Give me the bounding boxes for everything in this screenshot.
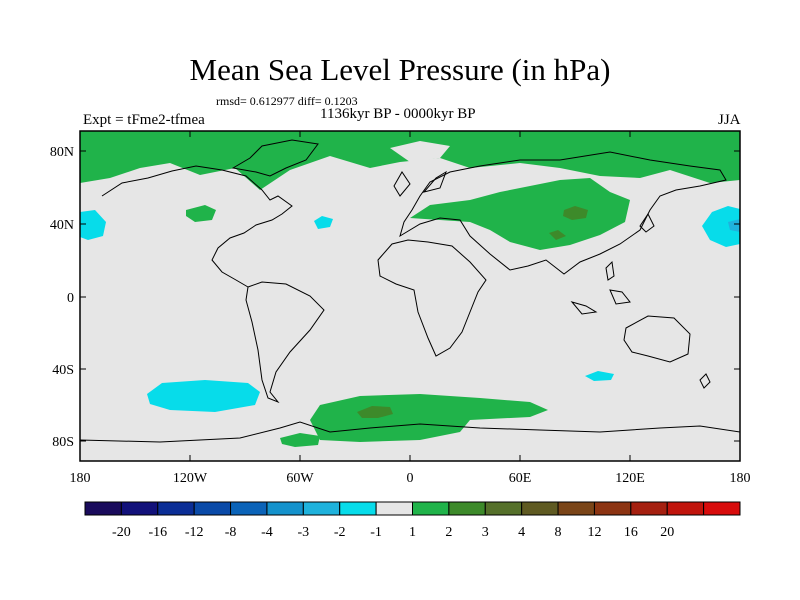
lon-tick-label: 120W bbox=[173, 471, 208, 486]
colorbar-swatch bbox=[157, 501, 195, 516]
colorbar-swatch bbox=[593, 501, 632, 516]
colorbar-label: 20 bbox=[660, 525, 674, 540]
lat-tick-label: 40S bbox=[52, 363, 74, 378]
lat-tick-label: 80N bbox=[50, 145, 74, 160]
colorbar-swatch bbox=[666, 501, 705, 516]
lon-tick-label: 60W bbox=[286, 471, 314, 486]
colorbar-swatch bbox=[375, 501, 414, 516]
lat-tick-label: 80S bbox=[52, 435, 74, 450]
colorbar-swatch bbox=[521, 501, 559, 516]
plot-title: Mean Sea Level Pressure (in hPa) bbox=[189, 52, 611, 87]
colorbar-swatch bbox=[703, 501, 741, 516]
time-period: 1136kyr BP - 0000kyr BP bbox=[320, 106, 476, 122]
lon-tick-label: 60E bbox=[509, 471, 532, 486]
colorbar-label: -8 bbox=[225, 525, 237, 540]
colorbar-label: 3 bbox=[482, 525, 489, 540]
colorbar-label: 8 bbox=[555, 525, 562, 540]
colorbar-swatch bbox=[484, 501, 523, 516]
colorbar-label: -12 bbox=[185, 525, 204, 540]
colorbar-label: -3 bbox=[297, 525, 309, 540]
colorbar-swatch bbox=[120, 501, 159, 516]
latitude-axis: 80N 40N 0 40S 80S bbox=[50, 145, 740, 450]
lon-tick-label: 0 bbox=[407, 471, 414, 486]
colorbar-label: -1 bbox=[370, 525, 382, 540]
colorbar-swatch bbox=[557, 501, 595, 516]
colorbar-label: 4 bbox=[518, 525, 525, 540]
season-label: JJA bbox=[718, 112, 741, 128]
coastlines bbox=[80, 139, 740, 443]
colorbar-swatch bbox=[448, 501, 486, 516]
lat-tick-label: 40N bbox=[50, 218, 74, 233]
colorbar-label: -16 bbox=[148, 525, 167, 540]
colorbar-swatch bbox=[630, 501, 668, 516]
colorbar-label: -20 bbox=[112, 525, 131, 540]
colorbar-swatch bbox=[302, 501, 341, 516]
deep-negative-anomaly bbox=[728, 219, 740, 232]
lon-tick-label: 180 bbox=[730, 471, 751, 486]
colorbar-label: 12 bbox=[587, 525, 601, 540]
lon-tick-label: 180 bbox=[70, 471, 91, 486]
colorbar-swatch bbox=[339, 501, 377, 516]
colorbar-swatch bbox=[266, 501, 304, 516]
colorbar-swatch bbox=[84, 501, 122, 516]
colorbar-label: 2 bbox=[445, 525, 452, 540]
colorbar-label: -2 bbox=[334, 525, 346, 540]
map-panel bbox=[80, 131, 740, 461]
colorbar-swatch bbox=[230, 501, 268, 516]
colorbar-label: -4 bbox=[261, 525, 273, 540]
negative-anomaly-fields bbox=[80, 206, 740, 412]
lat-tick-label: 0 bbox=[67, 291, 74, 306]
colorbar-swatch bbox=[193, 501, 232, 516]
colorbar-label: 1 bbox=[409, 525, 416, 540]
lon-tick-label: 120E bbox=[615, 471, 645, 486]
strong-positive-anomaly bbox=[357, 206, 588, 418]
colorbar-swatch bbox=[412, 501, 450, 516]
colorbar-label: 16 bbox=[624, 525, 638, 540]
experiment-label: Expt = tFme2-tfmea bbox=[83, 112, 205, 128]
stats-text: rmsd= 0.612977 diff= 0.1203 bbox=[216, 94, 358, 108]
longitude-axis: 180 120W 60W 0 60E 120E 180 bbox=[70, 131, 751, 486]
colorbar: -20 -16 -12 -8 -4 -3 -2 -1 1 2 3 4 8 12 16 20 bbox=[84, 501, 741, 540]
